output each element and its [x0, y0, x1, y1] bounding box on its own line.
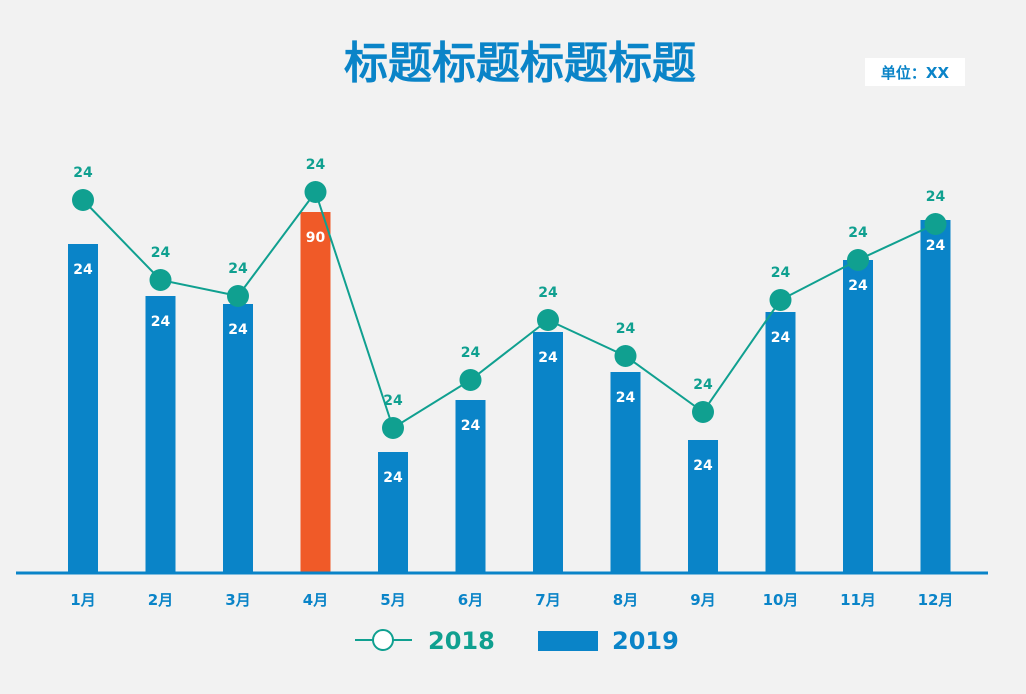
point-value-label: 24	[538, 285, 558, 301]
bar-4	[300, 212, 331, 572]
line-point-1	[72, 189, 94, 211]
x-tick-label: 8月	[613, 591, 638, 609]
bar-value-label: 24	[151, 314, 171, 330]
line-point-3	[227, 285, 249, 307]
x-tick-label: 3月	[225, 591, 250, 609]
bar-10	[765, 312, 796, 572]
bar-value-label: 24	[538, 350, 558, 366]
bar-value-label: 90	[306, 230, 326, 246]
bar-value-label: 24	[383, 470, 403, 486]
bar-2	[145, 296, 176, 572]
x-tick-label: 7月	[535, 591, 560, 609]
bar-3	[223, 304, 253, 572]
bar-9	[688, 440, 718, 572]
point-value-label: 24	[461, 345, 481, 361]
unit-label: 单位：XX	[881, 64, 950, 82]
point-value-label: 24	[383, 393, 403, 409]
unit-box	[865, 58, 965, 86]
line-point-2	[149, 269, 172, 291]
line-series-2018: 24 24 24 24 24 24 24 24 24 24 24 24	[72, 157, 947, 439]
line-point-4	[304, 181, 327, 203]
legend-label-2019: 2019	[612, 627, 679, 655]
line-point-12	[924, 213, 947, 235]
x-tick-label: 1月	[70, 591, 95, 609]
x-axis-ticks: 1月 2月 3月 4月 5月 6月 7月 8月 9月 10月 11月 12月	[70, 591, 953, 609]
bar-7	[533, 332, 563, 572]
line-point-5	[382, 417, 404, 439]
x-tick-label: 10月	[763, 591, 799, 609]
line-path-2018	[82, 189, 936, 430]
line-point-9	[692, 401, 714, 423]
x-tick-label: 2月	[148, 591, 173, 609]
bar-value-label: 24	[848, 278, 868, 294]
line-point-6	[459, 369, 482, 391]
point-value-label: 24	[73, 165, 93, 181]
point-value-label: 24	[693, 377, 713, 393]
point-value-label: 24	[306, 157, 326, 173]
point-value-label: 24	[228, 261, 248, 277]
legend: 2018 2019	[355, 627, 679, 655]
line-point-10	[769, 289, 792, 311]
legend-item-2019: 2019	[538, 627, 679, 655]
legend-item-2018: 2018	[355, 627, 495, 655]
bar-12	[920, 220, 951, 572]
bar-value-label: 24	[926, 238, 946, 254]
point-value-label: 24	[926, 189, 946, 205]
point-value-label: 24	[848, 225, 868, 241]
x-tick-label: 12月	[918, 591, 954, 609]
bar-1	[68, 244, 98, 572]
x-tick-label: 5月	[380, 591, 405, 609]
line-point-8	[614, 345, 637, 367]
chart-title: 标题标题标题标题	[344, 38, 696, 89]
bar-value-label: 24	[73, 262, 93, 278]
bar-value-label: 24	[461, 418, 481, 434]
bar-value-label: 24	[228, 322, 248, 338]
bar-value-label: 24	[771, 330, 791, 346]
line-point-7	[537, 309, 559, 331]
legend-bar-marker	[538, 631, 598, 651]
line-point-11	[847, 249, 869, 271]
legend-circle-marker	[372, 629, 394, 651]
bar-value-label: 24	[693, 458, 713, 474]
point-value-label: 24	[771, 265, 791, 281]
bar-series-2019: 24 24 24 90 24 24 24 24 24 24 24 24	[68, 212, 951, 572]
point-value-label: 24	[151, 245, 171, 261]
x-tick-label: 4月	[303, 591, 328, 609]
bar-6	[455, 400, 486, 572]
bar-11	[843, 260, 873, 572]
bar-8	[610, 372, 641, 572]
bar-5	[378, 452, 408, 572]
legend-label-2018: 2018	[428, 627, 495, 655]
bar-value-label: 24	[616, 390, 636, 406]
x-tick-label: 6月	[458, 591, 483, 609]
point-value-label: 24	[616, 321, 636, 337]
x-tick-label: 9月	[690, 591, 715, 609]
x-tick-label: 11月	[840, 591, 876, 609]
